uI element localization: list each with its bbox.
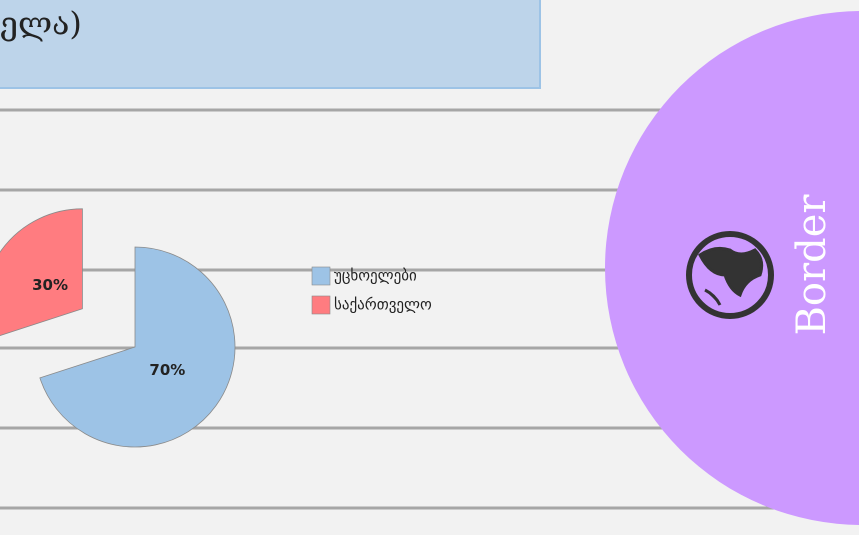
globe-icon [686,231,774,319]
legend-label: უცხოელები [334,267,417,285]
data-label: 30% [32,276,68,294]
pie-slice [0,208,83,336]
side-label: Border [789,194,835,336]
title-box [0,0,541,89]
pie-slice [39,246,236,448]
legend-swatch [311,266,331,286]
data-label: 70% [149,361,185,379]
legend-swatch [311,295,331,315]
legend-label: საქართველო [334,296,432,314]
chart-title: ელა) [0,5,82,43]
